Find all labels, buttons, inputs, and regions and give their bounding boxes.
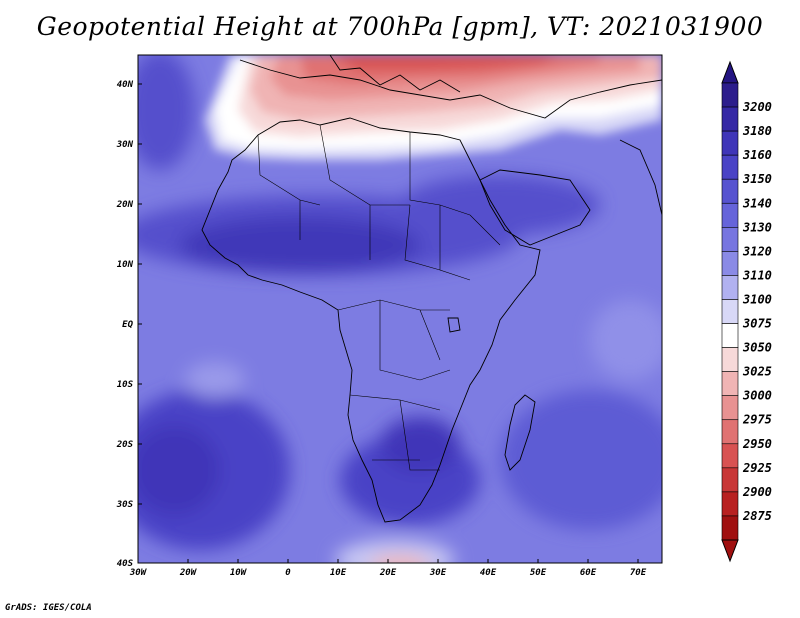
mediterranean-north <box>329 55 461 93</box>
colorbar-segment <box>721 227 739 252</box>
colorbar-level-label: 3140 <box>742 196 772 210</box>
colorbar-segment <box>721 467 739 493</box>
field-north-low <box>205 55 662 160</box>
colorbar-level-label: 3110 <box>742 268 772 282</box>
lat-tick-label: 30N <box>116 140 134 150</box>
colorbar-segment <box>721 154 739 180</box>
colorbar-level-label: 2875 <box>742 509 772 523</box>
colorbar-segment <box>721 251 739 276</box>
lon-tick-label: 20E <box>379 568 397 578</box>
colorbar-level-label: 3200 <box>742 100 772 114</box>
colorbar-segment <box>721 202 739 228</box>
colorbar-level-label: 2900 <box>742 485 772 499</box>
colorbar-segment <box>721 347 739 372</box>
lat-tick-label: 10S <box>117 380 134 390</box>
africa-coastline <box>201 117 541 523</box>
lat-tick-label: 40S <box>117 559 134 569</box>
colorbar-segment <box>721 443 739 469</box>
colorbar-level-label: 3130 <box>742 220 772 234</box>
colorbar-level-label: 3160 <box>742 148 772 162</box>
europe-coastline <box>239 59 662 119</box>
lon-tick-label: 70E <box>630 568 647 578</box>
lat-tick-label: 40N <box>117 80 134 90</box>
plot-frame <box>137 54 663 564</box>
colorbar-level-label: 3150 <box>742 172 772 186</box>
colorbar-bottom-arrow <box>721 539 739 563</box>
madagascar-coastline <box>504 394 536 471</box>
colorbar-level-label: 2925 <box>742 461 772 475</box>
lon-tick-label: 60E <box>580 568 597 578</box>
lon-tick-label: 10E <box>330 568 347 578</box>
colorbar-level-label: 2950 <box>742 437 772 451</box>
colorbar-segment <box>721 419 739 445</box>
country-borders <box>257 124 501 471</box>
coastlines <box>201 55 662 523</box>
colorbar-segment <box>721 130 739 156</box>
lon-tick-label: 50E <box>530 568 547 578</box>
colorbar-segment <box>721 323 739 348</box>
colorbar-top-arrow <box>721 60 739 84</box>
colorbar-level-label: 3075 <box>742 317 772 331</box>
footer-credit: GrADS: IGES/COLA <box>5 603 92 613</box>
colorbar-segment <box>721 82 739 108</box>
longitude-axis: 30W 20W 10W 0 10E 20E 30E 40E 50E 60E 70E <box>129 559 647 578</box>
lat-tick-label: EQ <box>122 320 133 330</box>
latitude-axis: 40N 30N 20N 10N EQ 10S 20S 30S 40S <box>116 80 142 569</box>
lon-tick-label: 30W <box>129 568 148 578</box>
lake-victoria <box>447 317 461 333</box>
lat-tick-label: 20S <box>116 440 134 450</box>
arabia-coastline <box>479 169 591 246</box>
colorbar-level-label: 3000 <box>742 389 772 403</box>
colorbar-level-label: 2975 <box>742 413 772 427</box>
height-field <box>138 55 662 563</box>
lat-tick-label: 30S <box>116 500 134 510</box>
colorbar-segment <box>721 299 739 324</box>
lon-tick-label: 40E <box>480 568 497 578</box>
india-coastline <box>619 139 662 216</box>
colorbar-level-label: 3180 <box>742 124 772 138</box>
colorbar-level-label: 3100 <box>742 292 772 306</box>
lat-tick-label: 10N <box>117 260 134 270</box>
colorbar-segment <box>721 178 739 204</box>
colorbar-segment <box>721 491 739 517</box>
lon-tick-label: 30E <box>429 568 447 578</box>
colorbar-segment <box>721 395 739 421</box>
colorbar-level-label: 3025 <box>742 365 772 379</box>
colorbar-segment <box>721 106 739 132</box>
colorbar-segment <box>721 275 739 300</box>
colorbar-segment <box>721 515 739 541</box>
lat-tick-label: 20N <box>116 200 134 210</box>
lon-tick-label: 0 <box>285 568 291 578</box>
lon-tick-label: 20W <box>179 568 198 578</box>
colorbar-level-label: 3120 <box>742 244 772 258</box>
colorbar-segment <box>721 371 739 396</box>
map-title: Geopotential Height at 700hPa [gpm], VT:… <box>36 12 764 41</box>
colorbar-level-label: 3050 <box>742 341 772 355</box>
lon-tick-label: 10W <box>230 568 248 578</box>
colorbar: 3200 3180 3160 3150 3140 3130 3120 3110 3100 3075… <box>721 60 772 563</box>
